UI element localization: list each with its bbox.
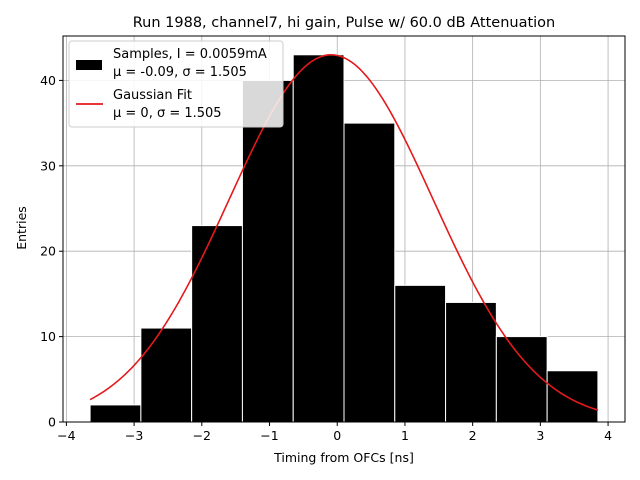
x-tick-label: 1 [401,428,409,443]
legend-fit-label: Gaussian Fit [113,88,192,103]
x-tick-label: 4 [604,428,612,443]
axes-frame [62,35,626,423]
x-axis-label: Timing from OFCs [ns] [273,450,414,465]
legend-samples-label: Samples, I = 0.0059mA [113,47,267,62]
histogram-bar [343,122,396,423]
y-tick-label: 40 [40,73,56,88]
y-tick-label: 20 [40,244,56,259]
x-tick-label: −2 [193,428,211,443]
gaussian-fit-layer [89,53,599,411]
x-tick-label: −4 [57,428,75,443]
legend-samples-swatch [76,60,102,70]
histogram-bar [445,301,497,423]
chart-title: Run 1988, channel7, hi gain, Pulse w/ 60… [133,15,556,31]
histogram-bar [546,370,599,423]
histogram-bar [292,54,345,423]
x-tick-label: 2 [469,428,477,443]
legend-samples-stats: μ = -0.09, σ = 1.505 [113,65,247,80]
legend-frame [68,40,284,128]
legend: Samples, I = 0.0059mA μ = -0.09, σ = 1.5… [68,40,284,128]
y-tick-label: 10 [40,329,56,344]
histogram-bars [89,54,599,423]
histogram-bar [140,327,193,423]
plot-frame [62,35,626,423]
histogram-bar [394,284,447,423]
histogram-bar [89,404,142,423]
histogram-bar [191,225,243,423]
histogram-bar [495,336,548,423]
legend-fit-stats: μ = 0, σ = 1.505 [113,106,222,121]
x-tick-label: −1 [260,428,278,443]
x-tick-label: 0 [333,428,341,443]
x-tick-label: 3 [536,428,544,443]
histogram-bar [241,79,294,423]
y-tick-label: 30 [40,158,56,173]
y-axis-label: Entries [14,206,29,250]
x-tick-label: −3 [125,428,143,443]
y-tick-label: 0 [48,415,56,430]
gaussian-fit-line [89,53,599,411]
